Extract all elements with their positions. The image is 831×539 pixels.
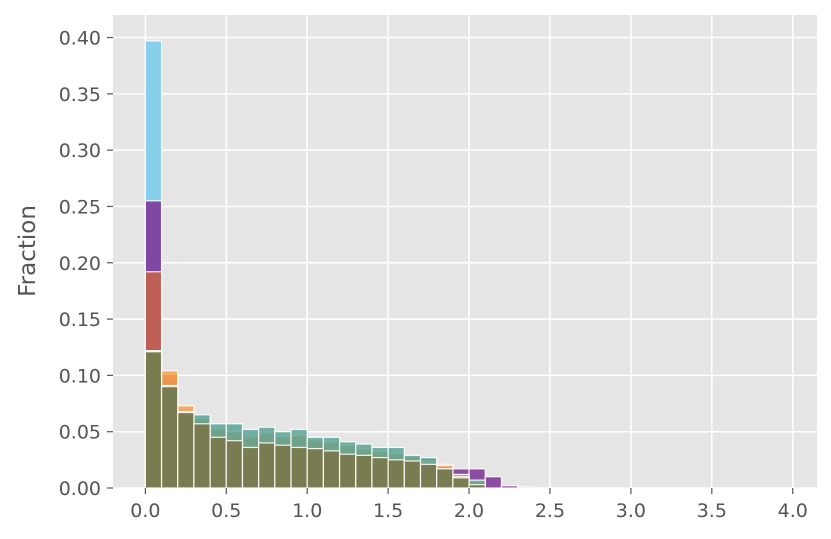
y-tick-label: 0.25 [59,196,101,218]
histogram-bars [144,40,535,489]
histogram-bar [177,411,195,489]
y-axis-label: Fraction [15,205,41,297]
x-tick-label: 4.0 [778,500,808,522]
histogram-bar [306,447,324,489]
x-tick-label: 0.0 [130,500,160,522]
y-tick-label: 0.30 [59,140,101,162]
histogram-bar [516,486,535,489]
histogram-bar [258,442,276,489]
series-5 [144,351,486,489]
y-tick-label: 0.35 [59,84,101,106]
histogram-bar [436,468,454,489]
histogram-bar [500,485,519,489]
histogram-bar [225,440,244,489]
histogram-bar [160,386,179,489]
y-tick-label: 0.00 [59,478,101,500]
x-axis-ticks: 0.0 0.5 1.0 1.5 2.0 2.5 3.0 3.5 4.0 [130,488,808,522]
histogram-bar [322,450,341,489]
histogram-bar [241,446,260,489]
x-tick-label: 1.5 [373,500,403,522]
histogram-bar [193,423,211,489]
x-tick-label: 3.5 [697,500,727,522]
x-tick-label: 1.0 [292,500,322,522]
x-tick-label: 0.5 [211,500,241,522]
histogram-bar [452,477,470,489]
histogram-bar [468,484,486,489]
histogram-bar [403,460,422,489]
histogram-bar [338,453,357,489]
y-tick-label: 0.05 [59,422,101,444]
y-tick-label: 0.15 [59,309,101,331]
x-tick-label: 3.0 [616,500,646,522]
histogram-bar [419,463,438,489]
histogram-bar [290,446,308,489]
histogram-bar [274,444,292,489]
y-tick-label: 0.10 [59,365,101,387]
x-tick-label: 2.5 [535,500,565,522]
histogram-bar [355,454,373,489]
y-axis-ticks: 0.00 0.05 0.10 0.15 0.20 0.25 0.30 0.35 0.40 [59,28,113,500]
histogram-bar [209,436,227,489]
histogram-bar [387,459,405,489]
y-tick-label: 0.40 [59,28,101,50]
histogram-bar [144,351,163,489]
x-tick-label: 2.0 [454,500,484,522]
histogram-bar [371,456,389,489]
y-tick-label: 0.20 [59,253,101,275]
histogram-bar [484,476,503,489]
